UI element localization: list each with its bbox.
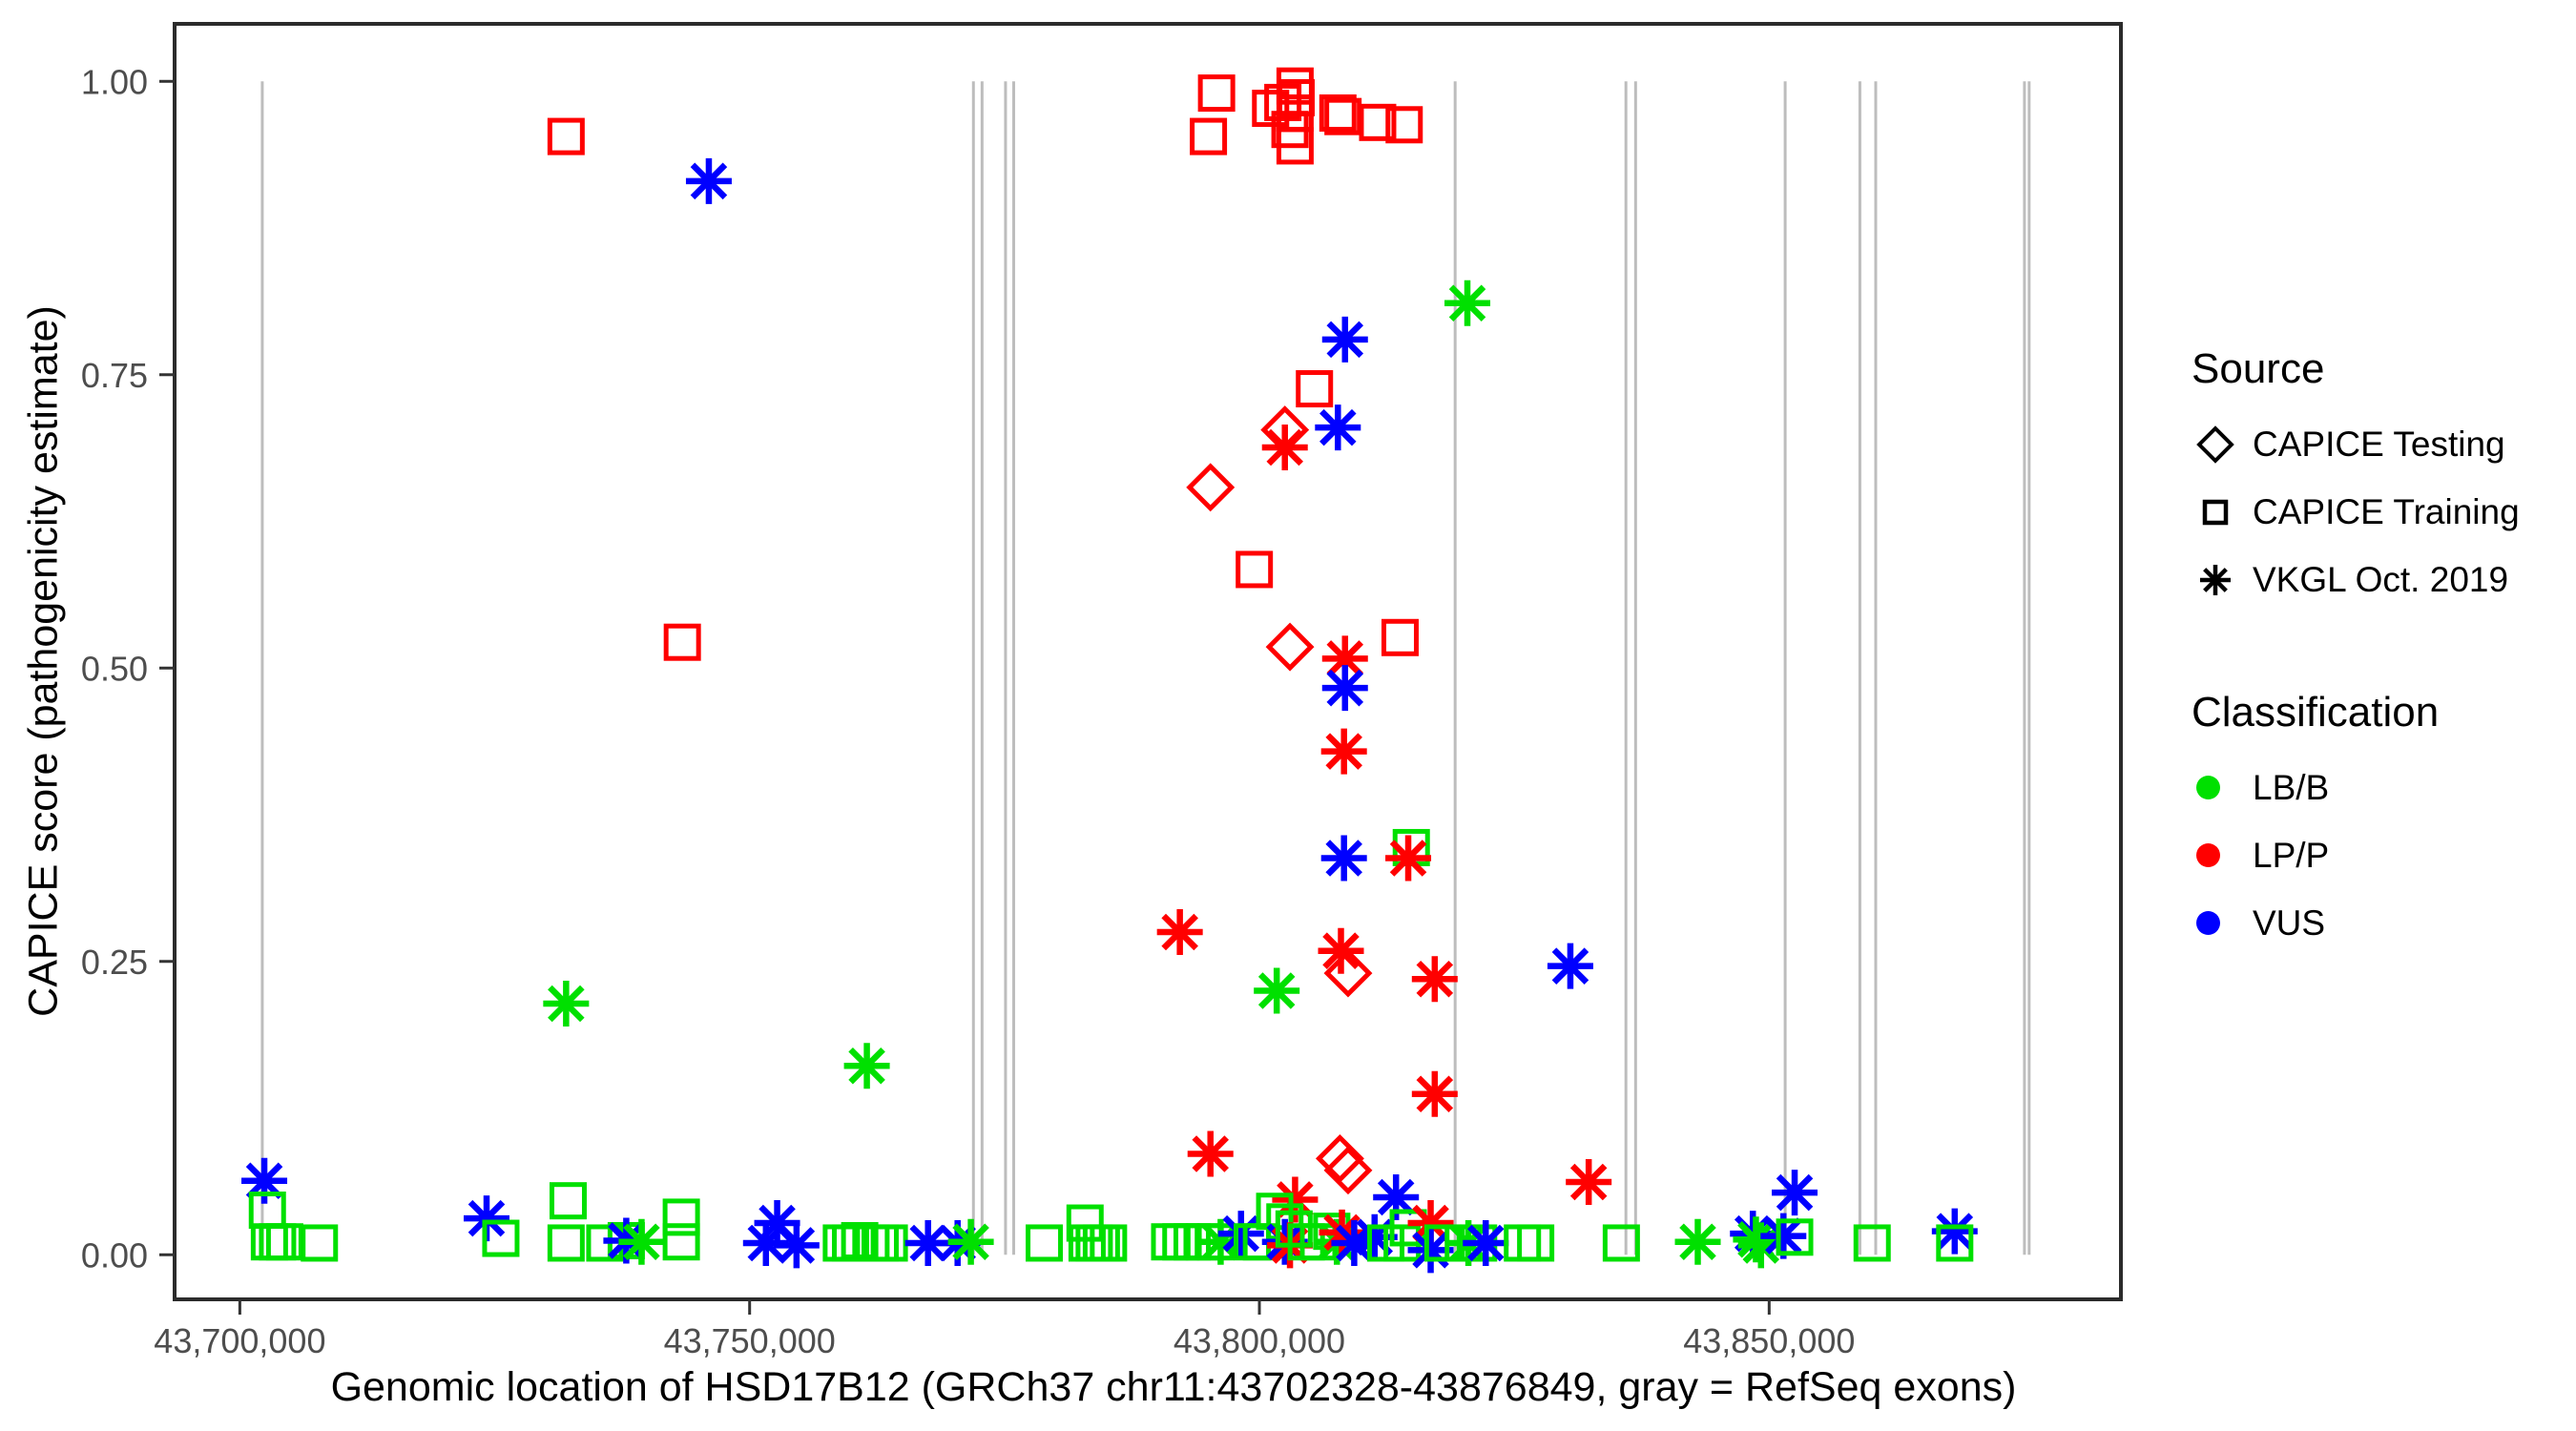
svg-text:0.75: 0.75 [81, 356, 148, 395]
square-marker-icon [2192, 488, 2253, 536]
svg-text:1.00: 1.00 [81, 62, 148, 101]
y-axis-title: CAPICE score (pathogenicity estimate) [20, 305, 67, 1017]
svg-text:0.00: 0.00 [81, 1235, 148, 1275]
svg-text:0.25: 0.25 [81, 943, 148, 982]
diamond-marker-icon [2192, 421, 2253, 468]
legend-classification-title: Classification [2192, 689, 2440, 736]
svg-text:43,700,000: 43,700,000 [154, 1321, 325, 1360]
asterisk-marker-icon [2192, 556, 2253, 604]
legend-source: Source CAPICE Testing CAPICE Training VK… [2192, 345, 2520, 613]
legend-item-vkgl: VKGL Oct. 2019 [2192, 546, 2520, 613]
legend-source-title: Source [2192, 345, 2325, 392]
svg-text:43,750,000: 43,750,000 [664, 1321, 836, 1360]
legend-item-lpp: LP/P [2192, 821, 2439, 889]
legend-classification-label: LP/P [2253, 835, 2330, 875]
legend-classification: Classification LB/B LP/P VUS [2192, 689, 2439, 957]
legend-item-capice-testing: CAPICE Testing [2192, 410, 2520, 478]
x-axis-title: Genomic location of HSD17B12 (GRCh37 chr… [330, 1364, 2017, 1410]
legend-classification-label: LB/B [2253, 767, 2330, 807]
svg-text:43,800,000: 43,800,000 [1174, 1321, 1345, 1360]
legend-item-vus: VUS [2192, 889, 2439, 957]
lbb-dot-icon [2192, 776, 2253, 799]
vus-dot-icon [2192, 911, 2253, 935]
legend-source-label: CAPICE Training [2253, 491, 2520, 531]
legend-classification-label: VUS [2253, 902, 2326, 943]
legend-source-label: VKGL Oct. 2019 [2253, 559, 2509, 599]
legend-source-label: CAPICE Testing [2253, 424, 2505, 464]
lpp-dot-icon [2192, 843, 2253, 867]
svg-text:43,850,000: 43,850,000 [1683, 1321, 1855, 1360]
legend-item-capice-training: CAPICE Training [2192, 478, 2520, 546]
legend-item-lbb: LB/B [2192, 754, 2439, 821]
svg-text:0.50: 0.50 [81, 649, 148, 688]
